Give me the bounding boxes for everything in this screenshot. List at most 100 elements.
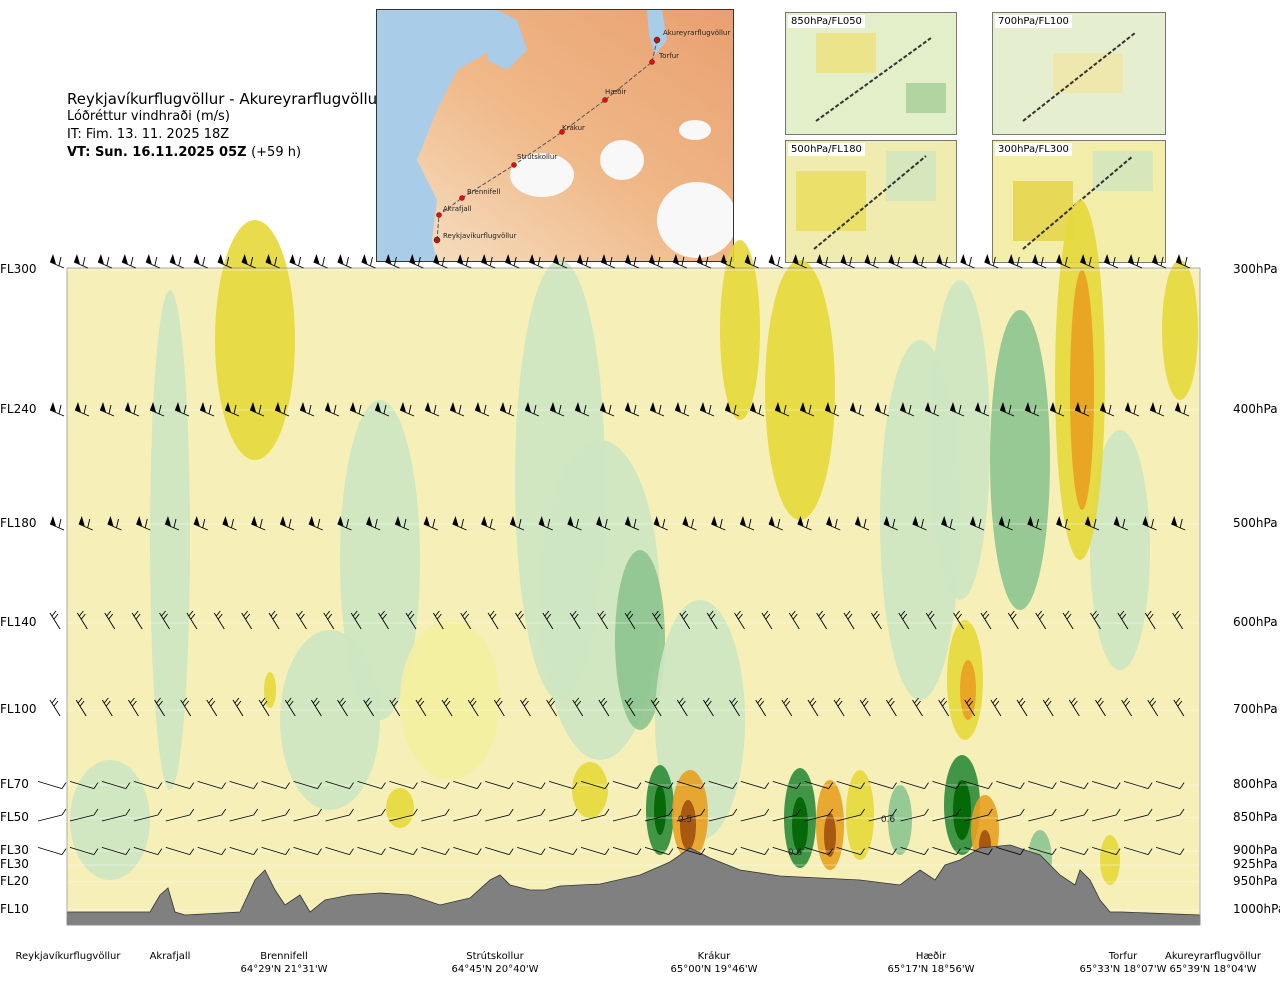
wind-barb	[69, 847, 99, 855]
wind-barb	[1060, 847, 1089, 855]
wind-barb	[357, 781, 386, 789]
field-contour-2	[615, 550, 665, 730]
wind-barb	[703, 697, 714, 717]
wind-barb	[624, 254, 640, 269]
x-location-label-4: Krákur 65°00'N 19°46'W	[654, 950, 774, 976]
wind-barb	[1123, 781, 1153, 789]
x-location-name: Hæðir	[915, 951, 947, 962]
wind-barb	[996, 808, 1025, 822]
map-label-4: Strútskollur	[517, 153, 558, 161]
wind-barb	[932, 847, 961, 855]
wind-barb	[1084, 516, 1100, 531]
wind-barb	[868, 808, 897, 822]
wind-barb	[389, 847, 418, 855]
wind-barb	[885, 697, 897, 717]
wind-barb	[73, 254, 89, 269]
wind-barb	[964, 847, 993, 855]
wind-barb	[99, 402, 115, 417]
wind-barb	[101, 847, 131, 855]
wind-barb	[165, 808, 195, 822]
map-waypoint-marker	[653, 36, 661, 44]
wind-barb	[781, 697, 793, 717]
y-label-right-10: 1000hPa	[1233, 902, 1280, 916]
wind-barb	[964, 781, 993, 789]
wind-barb	[517, 781, 546, 789]
wind-barb	[1092, 781, 1121, 789]
wind-barb	[76, 610, 88, 630]
wind-barb	[843, 610, 855, 630]
wind-barb	[293, 847, 322, 855]
wind-barb	[580, 847, 610, 855]
route-map-graphic	[377, 10, 733, 261]
level-map-500: 500hPa/FL180	[785, 140, 957, 263]
field-contour-14	[720, 240, 760, 420]
wind-barb	[964, 808, 993, 822]
wind-barb	[996, 781, 1025, 789]
wind-barb	[487, 610, 499, 630]
wind-barb	[1007, 610, 1019, 630]
wind-barb	[548, 847, 578, 855]
wind-barb	[421, 847, 450, 855]
y-label-left-2: FL180	[0, 516, 37, 530]
wind-barb	[888, 254, 903, 269]
wind-barb	[840, 254, 855, 269]
wind-barb	[772, 847, 802, 855]
wind-barb	[969, 516, 985, 531]
wind-barb	[165, 781, 195, 789]
wind-barb	[323, 610, 335, 630]
map-label-3: Krákur	[562, 124, 585, 132]
x-location-name: Brennifell	[260, 951, 308, 962]
x-location-label-3: Strútskollur 64°45'N 20°40'W	[435, 950, 555, 976]
wind-barb	[258, 697, 270, 717]
wind-barb	[217, 254, 232, 269]
level-map-label: 700hPa/FL100	[995, 15, 1072, 28]
wind-barb	[644, 781, 674, 789]
wind-barb	[357, 847, 386, 855]
wind-barb	[624, 610, 636, 630]
wind-barb	[528, 254, 544, 269]
wind-barb	[644, 847, 674, 855]
wind-barb	[193, 254, 208, 269]
wind-barb	[213, 610, 225, 630]
wind-barb	[941, 516, 956, 531]
wind-barb	[833, 697, 845, 717]
wind-barb	[423, 516, 438, 531]
wind-barb	[421, 808, 450, 822]
wind-barb	[1121, 697, 1132, 717]
wind-barb	[37, 847, 67, 855]
wind-barb	[567, 516, 582, 531]
wind-barb	[936, 254, 951, 269]
wind-barb	[229, 781, 258, 789]
wind-barb	[474, 402, 490, 417]
wind-barb	[180, 697, 192, 717]
wind-barb	[249, 402, 265, 417]
wind-barb	[78, 516, 93, 531]
wind-barb	[672, 254, 688, 269]
wind-barb	[1144, 610, 1156, 630]
field-contour-3	[655, 600, 745, 840]
wind-barb	[49, 697, 61, 717]
annotation-label-2: 0.6	[788, 848, 803, 858]
wind-barb	[749, 402, 765, 417]
wind-barb	[1103, 254, 1119, 269]
wind-barb	[1092, 847, 1121, 855]
y-label-right-1: 400hPa	[1233, 402, 1278, 416]
wind-barb	[774, 402, 790, 417]
map-waypoint-marker	[559, 129, 565, 135]
wind-barb	[572, 697, 584, 717]
wind-barb	[708, 808, 738, 822]
field-contour-8	[340, 400, 420, 720]
wind-barb	[49, 516, 65, 531]
map-label-5: Brennifell	[467, 188, 501, 196]
wind-barb	[871, 610, 882, 630]
wind-barb	[804, 781, 833, 789]
wind-barb	[650, 697, 662, 717]
wind-barb	[949, 402, 965, 417]
wind-barb	[274, 402, 290, 417]
y-label-left-6: FL50	[0, 810, 29, 824]
wind-barb	[1127, 254, 1143, 269]
wind-barb	[974, 402, 990, 417]
wind-barb	[912, 516, 927, 531]
wind-barb	[449, 402, 465, 417]
wind-barb	[990, 697, 1002, 717]
